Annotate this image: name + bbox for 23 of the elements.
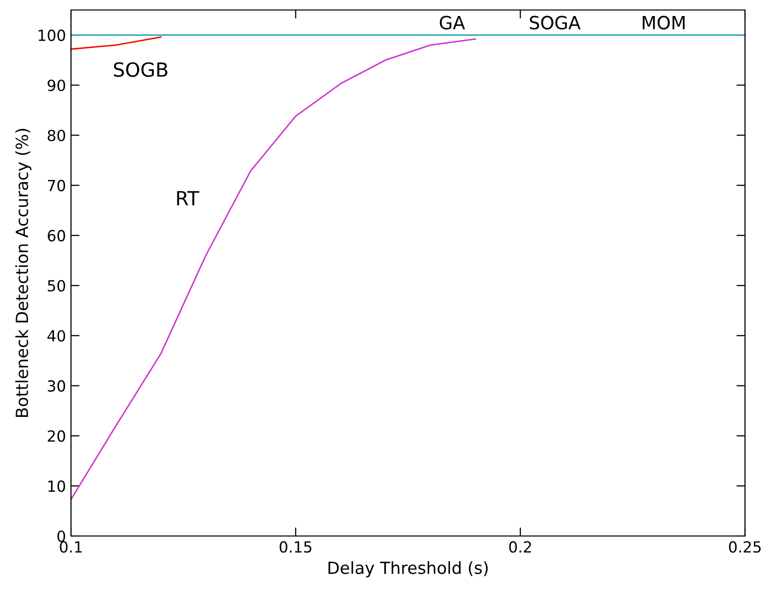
x-axis-title: Delay Threshold (s) [328, 561, 488, 578]
y-tick-label: 0 [57, 530, 66, 542]
y-tick-label: 10 [48, 480, 66, 492]
y-axis-title: Bottleneck Detection Accuracy (%) [15, 128, 32, 417]
y-tick-label: 100 [38, 30, 66, 42]
series-label: SOGB [114, 62, 168, 77]
x-tick-label: 0.2 [509, 541, 531, 553]
x-tick-label: 0.1 [60, 541, 82, 553]
annotation: SOGA [530, 16, 581, 30]
y-tick-label: 90 [48, 80, 66, 92]
y-tick-label: 30 [48, 380, 66, 392]
y-tick-label: 80 [48, 130, 66, 142]
line-series [70, 38, 476, 500]
y-tick-label: 60 [48, 230, 66, 242]
x-tick-label: 0.25 [729, 541, 761, 553]
series-label: RT [177, 191, 200, 206]
y-tick-label: 70 [48, 180, 66, 192]
x-tick-label: 0.15 [280, 541, 312, 553]
annotation: GA [440, 16, 465, 30]
y-tick-label: 40 [47, 330, 66, 342]
y-tick-label: 20 [48, 430, 66, 442]
y-tick-label: 50 [48, 280, 66, 292]
annotation: MOM [642, 16, 685, 30]
